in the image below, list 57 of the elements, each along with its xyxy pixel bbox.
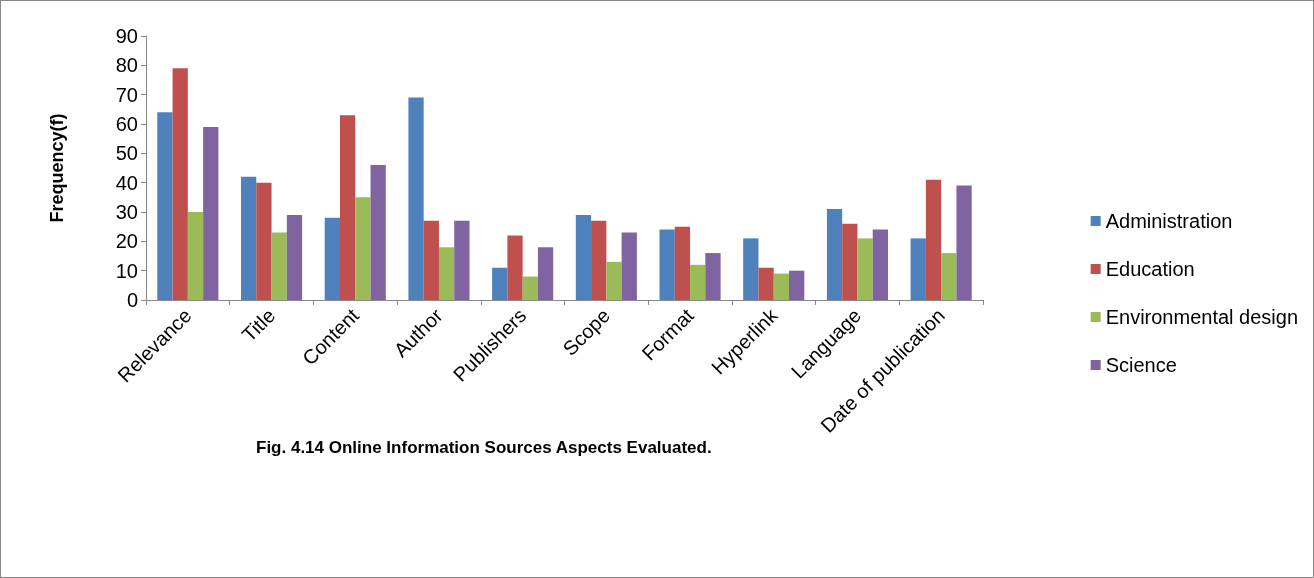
bar bbox=[842, 223, 858, 300]
y-tick-label: 40 bbox=[115, 171, 138, 194]
bar bbox=[857, 238, 873, 300]
bar bbox=[522, 276, 538, 300]
bar bbox=[423, 220, 439, 300]
bar bbox=[606, 261, 622, 300]
bar bbox=[659, 229, 675, 300]
bar bbox=[172, 68, 188, 300]
bar bbox=[872, 229, 888, 300]
bar bbox=[591, 220, 607, 300]
bar bbox=[408, 97, 424, 300]
legend-label: Administration bbox=[1105, 210, 1233, 232]
bar bbox=[910, 238, 926, 300]
bar bbox=[826, 209, 843, 300]
legend-label: Environmental design bbox=[1105, 306, 1299, 328]
bar bbox=[925, 179, 942, 300]
bar bbox=[705, 253, 721, 300]
legend-label: Education bbox=[1105, 258, 1195, 280]
bar bbox=[454, 220, 470, 300]
y-tick-label: 60 bbox=[115, 113, 138, 135]
bar bbox=[157, 112, 173, 300]
bar bbox=[575, 214, 592, 300]
bar bbox=[241, 176, 257, 300]
y-tick-label: 90 bbox=[115, 25, 138, 47]
bar bbox=[789, 270, 805, 300]
bar bbox=[773, 273, 790, 300]
bar bbox=[324, 217, 340, 300]
bar bbox=[339, 115, 356, 300]
bar bbox=[492, 267, 508, 300]
bar bbox=[674, 226, 691, 300]
y-tick-label: 10 bbox=[115, 259, 138, 282]
y-tick-label: 50 bbox=[115, 142, 138, 165]
bar bbox=[355, 197, 371, 300]
bar bbox=[203, 126, 219, 300]
bar bbox=[187, 212, 204, 300]
x-tick-label: Title bbox=[237, 304, 280, 346]
y-tick-label: 0 bbox=[126, 289, 138, 311]
bar bbox=[370, 165, 386, 300]
bar bbox=[743, 238, 759, 300]
y-tick-label: 30 bbox=[115, 201, 138, 223]
bar bbox=[438, 247, 455, 300]
bar bbox=[286, 214, 303, 300]
bar bbox=[941, 253, 957, 300]
y-tick-label: 20 bbox=[115, 230, 138, 253]
y-tick-label: 80 bbox=[115, 54, 138, 77]
bar bbox=[271, 232, 287, 300]
y-tick-label: 70 bbox=[115, 83, 138, 106]
bar bbox=[956, 185, 972, 300]
text: Fig. 4.14 Online Information Sources Aspects Evaluated. bbox=[256, 438, 712, 457]
bar bbox=[621, 232, 637, 300]
bar bbox=[507, 235, 523, 300]
y-axis-title: Frequency(f) bbox=[47, 113, 67, 223]
bar bbox=[690, 264, 706, 300]
bar bbox=[758, 267, 774, 300]
legend-label: Science bbox=[1105, 354, 1177, 376]
bar bbox=[256, 182, 272, 300]
bar bbox=[537, 247, 554, 300]
